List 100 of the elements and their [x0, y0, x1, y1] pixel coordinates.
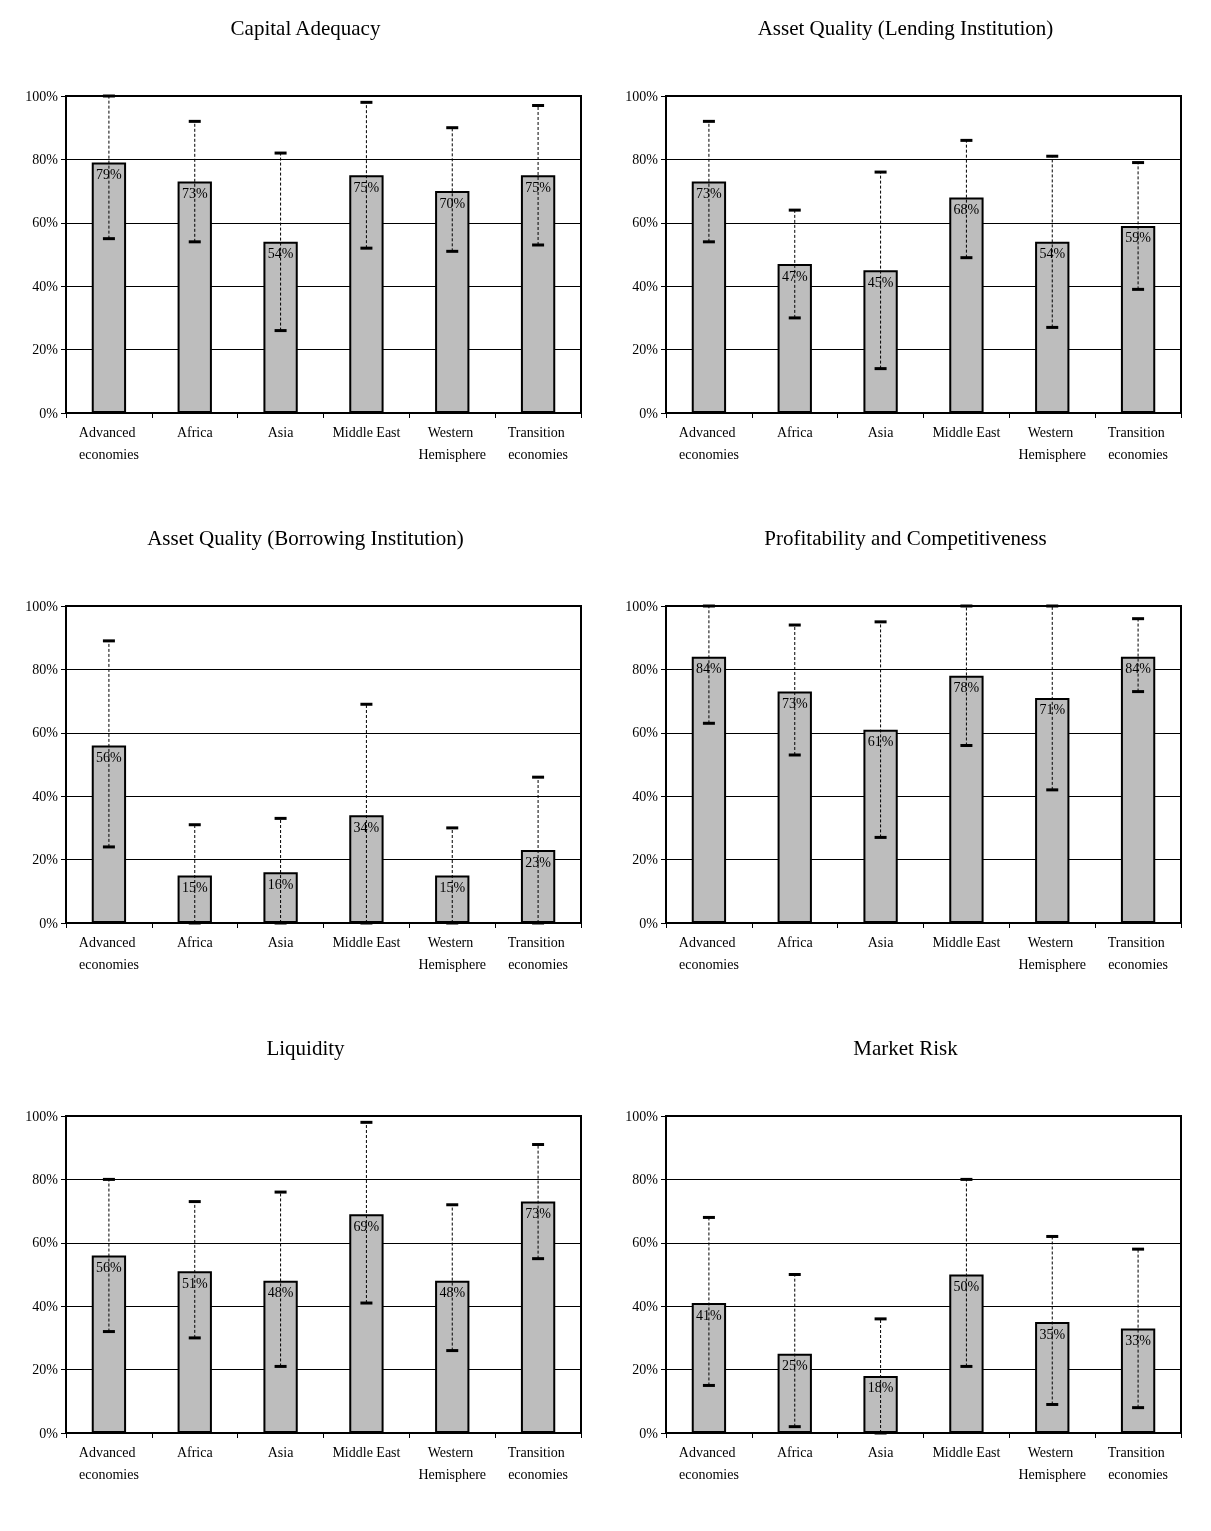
chart-title: Asset Quality (Lending Institution)	[757, 15, 1054, 40]
y-tick-label: 60%	[632, 215, 659, 231]
y-tick-label: 40%	[632, 788, 659, 804]
x-tick-label: Asia	[867, 1444, 895, 1460]
x-tick-label: Transition economies	[507, 1444, 569, 1482]
x-tick-label: Transition economies	[507, 424, 569, 462]
x-tick-label: Western Hemisphere	[1018, 424, 1087, 462]
y-tick-label: 0%	[639, 405, 659, 421]
y-tick-label: 100%	[625, 598, 659, 614]
x-tick-label: Advanced economies	[78, 934, 140, 972]
chart-title: Market Risk	[853, 1035, 959, 1060]
y-tick-label: 80%	[32, 1171, 59, 1187]
data-label: 16%	[267, 876, 294, 892]
y-tick-label: 40%	[632, 278, 659, 294]
x-tick-label: Advanced economies	[78, 424, 140, 462]
y-tick-label: 0%	[39, 405, 59, 421]
data-label: 51%	[181, 1275, 208, 1291]
y-tick-label: 60%	[32, 725, 59, 741]
chart-title: Liquidity	[266, 1035, 346, 1060]
x-tick-label: Western Hemisphere	[418, 934, 487, 972]
y-tick-label: 0%	[639, 1425, 659, 1441]
x-tick-label: Middle East	[332, 934, 401, 950]
y-tick-label: 60%	[32, 215, 59, 231]
data-label: 78%	[953, 680, 980, 696]
data-label: 45%	[867, 274, 894, 290]
x-tick-label: Advanced economies	[678, 1444, 740, 1482]
data-label: 33%	[1125, 1332, 1152, 1348]
x-tick-label: Africa	[776, 934, 814, 950]
data-label: 84%	[696, 661, 723, 677]
chart-title: Asset Quality (Borrowing Institution)	[147, 525, 464, 550]
y-tick-label: 60%	[632, 725, 659, 741]
y-tick-label: 60%	[632, 1235, 659, 1251]
x-tick-label: Advanced economies	[678, 934, 740, 972]
x-tick-label: Asia	[867, 424, 895, 440]
y-tick-label: 100%	[25, 598, 59, 614]
y-tick-label: 40%	[32, 278, 59, 294]
x-tick-label: Middle East	[932, 934, 1001, 950]
x-tick-label: Western Hemisphere	[418, 1444, 487, 1482]
x-tick-label: Western Hemisphere	[1018, 1444, 1087, 1482]
data-label: 56%	[96, 749, 123, 765]
x-tick-label: Asia	[267, 424, 295, 440]
y-tick-label: 80%	[632, 661, 659, 677]
x-tick-label: Asia	[267, 934, 295, 950]
data-label: 79%	[96, 167, 123, 183]
x-tick-label: Asia	[867, 934, 895, 950]
data-label: 73%	[525, 1206, 552, 1222]
y-tick-label: 80%	[632, 151, 659, 167]
y-tick-label: 100%	[625, 88, 659, 104]
x-tick-label: Asia	[267, 1444, 295, 1460]
data-label: 68%	[953, 201, 980, 217]
data-label: 18%	[867, 1380, 894, 1396]
y-tick-label: 0%	[639, 915, 659, 931]
x-tick-label: Middle East	[332, 424, 401, 440]
data-label: 54%	[1039, 246, 1066, 262]
data-label: 48%	[439, 1285, 466, 1301]
y-tick-label: 80%	[632, 1171, 659, 1187]
data-label: 35%	[1039, 1326, 1066, 1342]
y-tick-label: 80%	[32, 151, 59, 167]
y-tick-label: 40%	[32, 788, 59, 804]
y-tick-label: 100%	[25, 88, 59, 104]
data-label: 34%	[353, 819, 380, 835]
x-tick-label: Transition economies	[507, 934, 569, 972]
data-label: 41%	[696, 1307, 723, 1323]
y-tick-label: 0%	[39, 1425, 59, 1441]
y-tick-label: 80%	[32, 661, 59, 677]
data-label: 15%	[181, 879, 208, 895]
x-tick-label: Advanced economies	[678, 424, 740, 462]
data-label: 59%	[1125, 230, 1152, 246]
x-tick-label: Transition economies	[1107, 424, 1169, 462]
data-label: 71%	[1039, 702, 1066, 718]
y-tick-label: 20%	[632, 1362, 659, 1378]
data-label: 47%	[781, 268, 808, 284]
y-tick-label: 20%	[32, 342, 59, 358]
data-label: 25%	[781, 1358, 808, 1374]
data-label: 75%	[353, 179, 380, 195]
x-tick-label: Western Hemisphere	[1018, 934, 1087, 972]
y-tick-label: 100%	[625, 1108, 659, 1124]
y-tick-label: 20%	[632, 852, 659, 868]
data-label: 54%	[267, 246, 294, 262]
y-tick-label: 20%	[32, 1362, 59, 1378]
y-tick-label: 40%	[32, 1298, 59, 1314]
data-label: 61%	[867, 734, 894, 750]
y-tick-label: 20%	[32, 852, 59, 868]
chart-title: Capital Adequacy	[230, 15, 381, 40]
x-tick-label: Africa	[176, 934, 214, 950]
data-label: 48%	[267, 1285, 294, 1301]
x-tick-label: Middle East	[932, 1444, 1001, 1460]
y-tick-label: 60%	[32, 1235, 59, 1251]
data-label: 23%	[525, 854, 552, 870]
x-tick-label: Africa	[776, 424, 814, 440]
x-tick-label: Middle East	[932, 424, 1001, 440]
x-tick-label: Advanced economies	[78, 1444, 140, 1482]
data-label: 73%	[781, 696, 808, 712]
chart-title: Profitability and Competitiveness	[764, 525, 1047, 550]
data-label: 70%	[439, 195, 466, 211]
data-label: 84%	[1125, 661, 1152, 677]
data-label: 56%	[96, 1259, 123, 1275]
data-label: 69%	[353, 1218, 380, 1234]
x-tick-label: Africa	[776, 1444, 814, 1460]
x-tick-label: Middle East	[332, 1444, 401, 1460]
